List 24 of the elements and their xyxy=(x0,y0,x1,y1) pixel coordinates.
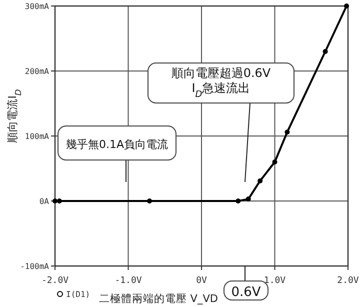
point xyxy=(272,160,278,164)
point xyxy=(56,198,62,204)
point xyxy=(258,178,263,184)
x-tick-label: 2.0V xyxy=(337,276,360,286)
point xyxy=(322,49,328,54)
y-tick-label: 300mA xyxy=(24,2,50,11)
point xyxy=(146,198,152,204)
point xyxy=(236,198,241,204)
point xyxy=(246,196,251,202)
x-tick-label: -1.0V xyxy=(114,276,142,286)
annotation: 順向電壓超過0.6V I$_{D}$急速流出 xyxy=(171,66,272,100)
text: 0.6V xyxy=(231,285,261,300)
y-tick-label: -100mA xyxy=(20,262,50,271)
y-tick-label: 100mA xyxy=(24,132,50,141)
annotation: 幾乎無0.1A負向電流 xyxy=(66,138,168,151)
point xyxy=(344,4,350,8)
y-tick-label: 0A xyxy=(39,197,50,206)
point xyxy=(284,130,290,135)
x-tick-label: 0V xyxy=(196,276,208,286)
x-tick-label: -2.0V xyxy=(41,276,70,286)
y-tick-label: 200mA xyxy=(24,67,50,76)
legend-label: I(D1) xyxy=(66,290,90,299)
x-axis-title: 二極體兩端的電壓 V_VD xyxy=(98,292,218,305)
x-tick-label: 1.0V xyxy=(264,276,286,286)
